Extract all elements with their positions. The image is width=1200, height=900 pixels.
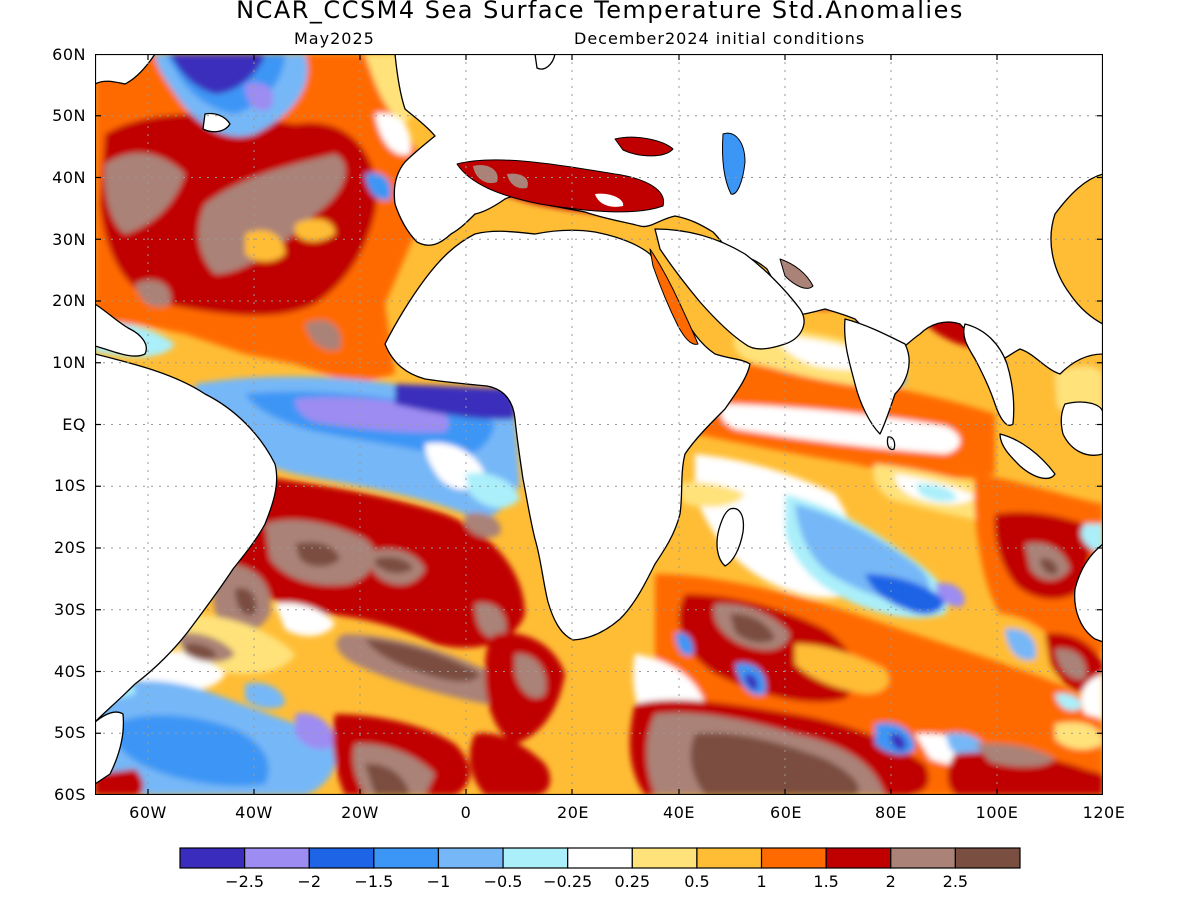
sst-anomaly-map [95,54,1103,795]
colorbar-swatch-11 [890,847,956,869]
lat-label-eq: EQ [62,415,86,434]
colorbar-label-4: −0.5 [483,872,523,891]
colorbar-swatch-12 [954,847,1021,869]
lon-label-60w: 60W [129,803,167,822]
colorbar-swatch-6 [567,847,633,869]
grid-lines [95,54,1103,795]
colorbar-swatch-5 [502,847,569,869]
colorbar-swatch-7 [631,847,698,869]
lat-label-10n: 10N [52,353,86,372]
lat-label-50s: 50S [53,723,86,742]
colorbar-swatch-9 [760,847,827,869]
lat-label-30n: 30N [52,230,86,249]
lon-label-40w: 40W [235,803,273,822]
colorbar-label-6: 0.25 [614,872,651,891]
colorbar-label-3: −1 [426,872,451,891]
lon-label-40e: 40E [663,803,695,822]
colorbar-label-5: −0.25 [543,872,593,891]
colorbar-swatch-10 [825,847,892,869]
lat-label-10s: 10S [53,476,86,495]
lon-label-80e: 80E [875,803,907,822]
land-mask [95,54,1103,785]
colorbar-label-7: 0.5 [684,872,710,891]
lat-label-40s: 40S [53,662,86,681]
lon-label-120e: 120E [1082,803,1126,822]
colorbar-swatch-2 [308,847,375,869]
colorbar-label-11: 2.5 [942,872,969,891]
colorbar-swatch-4 [437,847,504,869]
colorbar-label-8: 1 [756,872,767,891]
axis-ticks [95,54,1103,795]
colorbar-label-0: −2.5 [225,872,265,891]
valid-month-label: May2025 [294,29,375,48]
lat-label-20s: 20S [53,538,86,557]
lon-label-100e: 100E [975,803,1019,822]
colorbar-swatch-1 [244,847,310,869]
colorbar-swatch-8 [696,847,763,869]
colorbar [179,847,1021,869]
lon-label-20w: 20W [341,803,379,822]
lat-label-20n: 20N [52,291,86,310]
lat-label-30s: 30S [53,600,86,619]
lon-label-20e: 20E [557,803,589,822]
colorbar-label-9: 1.5 [813,872,839,891]
map-canvas [95,54,1103,795]
lon-label-0: 0 [460,803,472,822]
colorbar-swatch-3 [373,847,440,869]
colorbar-label-2: −1.5 [354,872,394,891]
lat-label-50n: 50N [52,106,86,125]
lat-label-40n: 40N [52,168,86,187]
colorbar-label-10: 2 [885,872,896,891]
lat-label-60n: 60N [52,45,86,64]
map-title: NCAR_CCSM4 Sea Surface Temperature Std.A… [236,0,964,24]
initial-conditions-label: December2024 initial conditions [574,29,866,48]
colorbar-swatches [179,847,1021,869]
colorbar-swatch-0 [179,847,246,869]
lat-label-60s: 60S [53,785,86,804]
lon-label-60e: 60E [770,803,802,822]
colorbar-label-1: −2 [297,872,322,891]
